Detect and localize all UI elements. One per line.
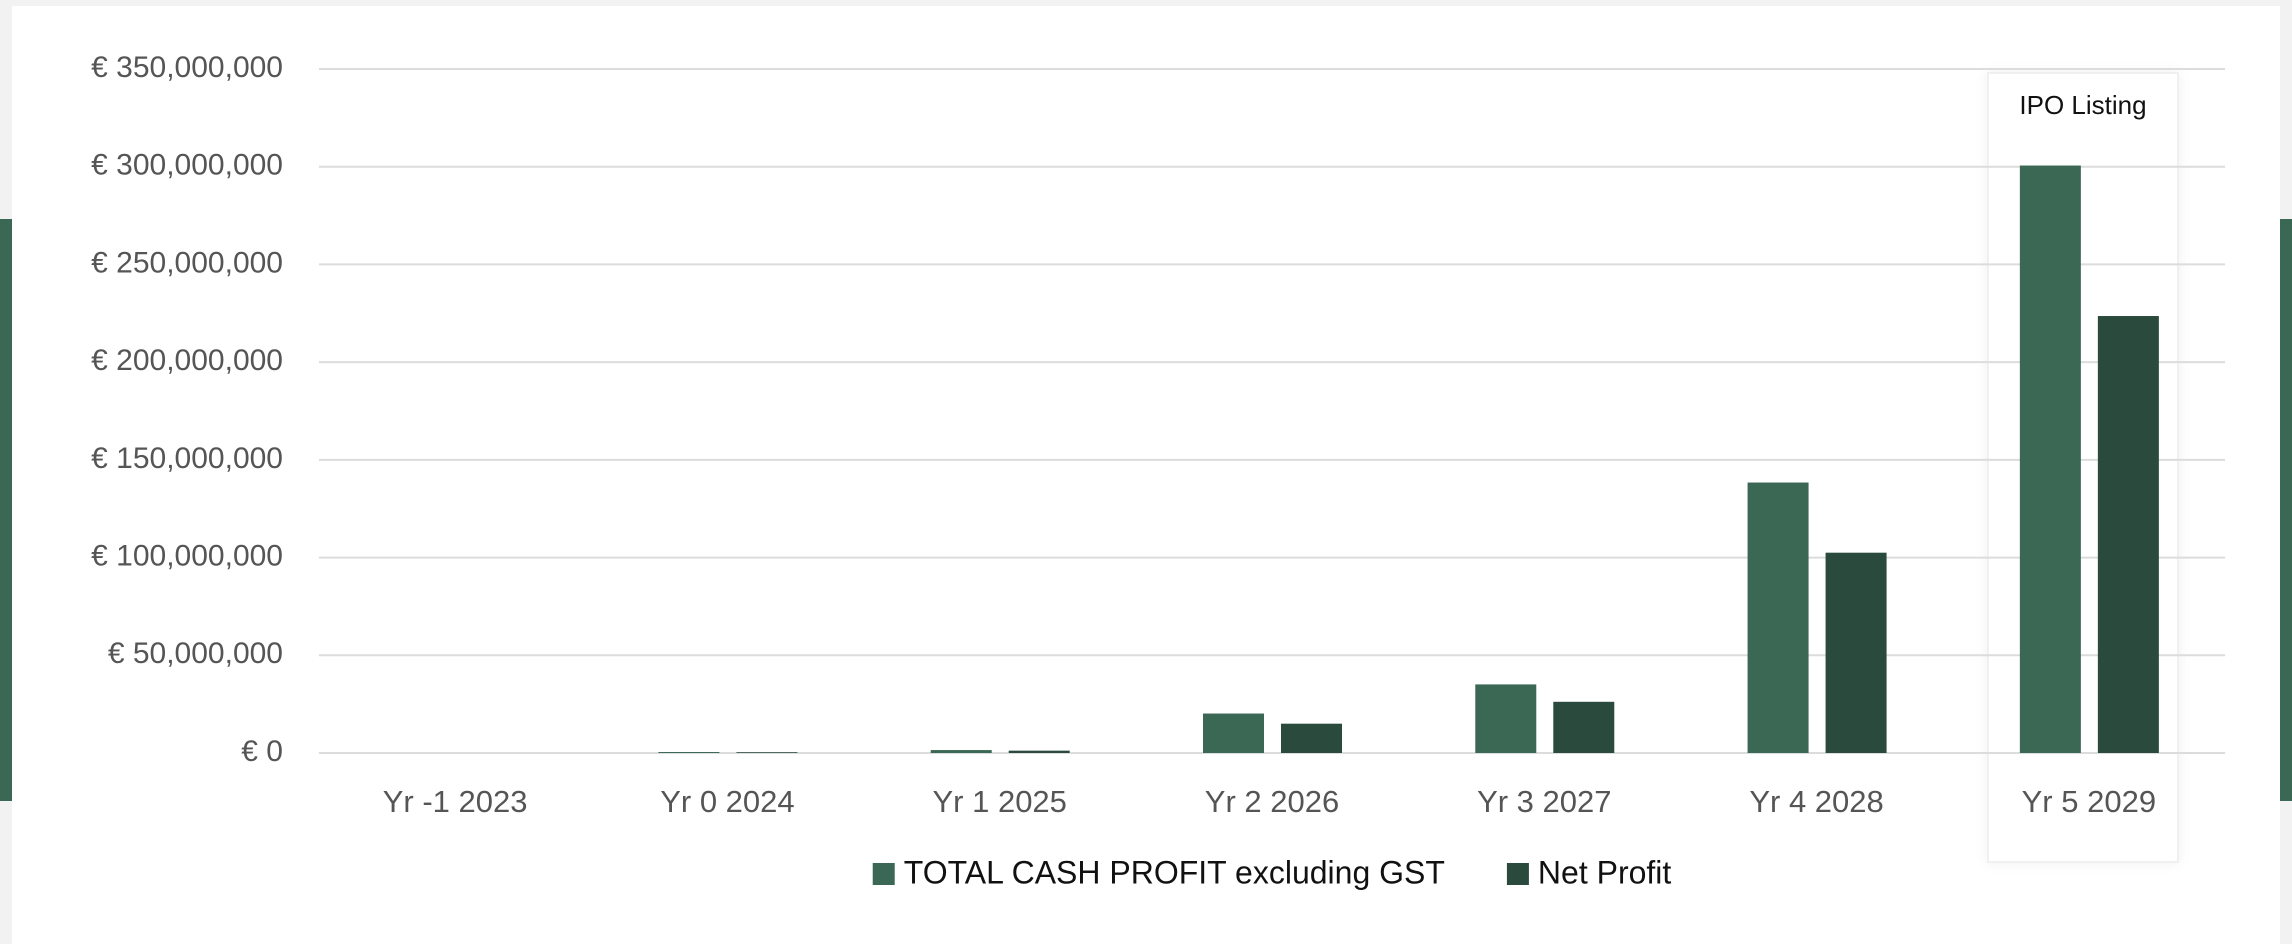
bar: [1008, 750, 1070, 753]
bar: [2097, 316, 2159, 753]
x-tick-label: Yr 3 2027: [1477, 784, 1611, 819]
x-tick-label: Yr 0 2024: [660, 784, 794, 819]
legend-swatch: [1506, 863, 1529, 885]
legend-label: Net Profit: [1538, 854, 1671, 890]
x-tick-label: Yr 1 2025: [932, 784, 1066, 819]
side-strip: [0, 219, 14, 801]
x-tick-label: Yr 5 2029: [2022, 784, 2156, 819]
y-tick-label: € 0: [241, 735, 283, 768]
bar: [2019, 165, 2081, 753]
y-tick-label: € 350,000,000: [91, 51, 283, 84]
bar: [658, 752, 720, 753]
legend-swatch: [872, 863, 895, 885]
bar: [1203, 713, 1264, 753]
y-tick-label: € 300,000,000: [91, 149, 283, 182]
x-tick-label: Yr -1 2023: [383, 784, 528, 819]
annotation: IPO Listing: [2019, 90, 2146, 120]
bar: [1281, 723, 1342, 753]
bar: [1825, 552, 1887, 753]
side-strip: [2278, 219, 2292, 801]
y-tick-label: € 250,000,000: [91, 246, 283, 279]
y-tick-label: € 150,000,000: [91, 442, 283, 475]
legend-label: TOTAL CASH PROFIT excluding GST: [904, 854, 1445, 890]
bar: [736, 752, 798, 753]
bar: [1475, 684, 1537, 753]
x-tick-label: Yr 2 2026: [1205, 784, 1339, 819]
y-tick-label: € 50,000,000: [108, 637, 283, 670]
card: [12, 6, 2280, 944]
y-tick-label: € 200,000,000: [91, 344, 283, 377]
bar: [1747, 482, 1809, 753]
bar: [930, 750, 992, 753]
x-tick-label: Yr 4 2028: [1749, 784, 1883, 819]
y-tick-label: € 100,000,000: [91, 539, 283, 572]
bar: [1553, 701, 1615, 753]
